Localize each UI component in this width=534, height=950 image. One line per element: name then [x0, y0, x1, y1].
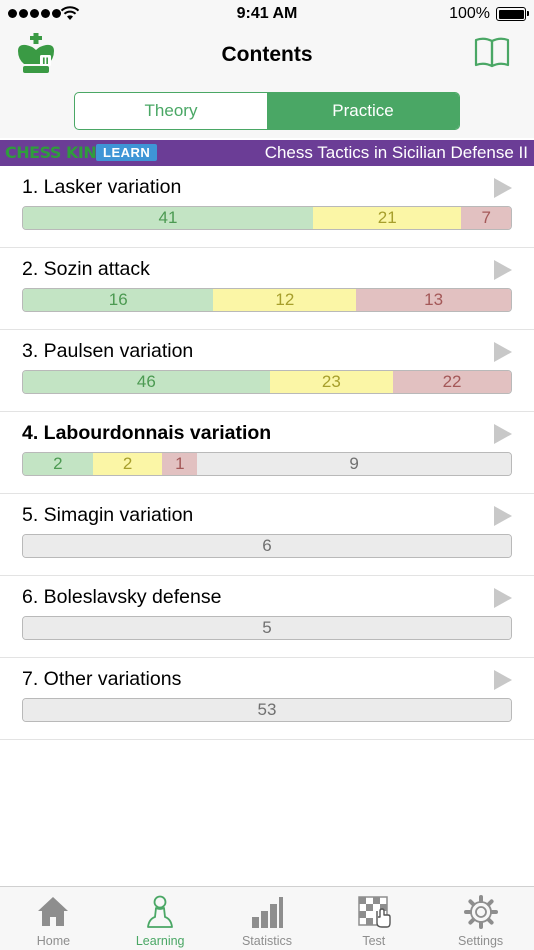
tab-label: Learning: [135, 934, 185, 948]
play-icon[interactable]: [494, 670, 512, 690]
chapter-title: 5. Simagin variation: [22, 504, 194, 526]
chapter-row[interactable]: 1. Lasker variation 41 21 7: [0, 166, 534, 248]
progress-bar: 2 2 1 9: [22, 452, 512, 476]
chapter-row[interactable]: 7. Other variations 53: [0, 658, 534, 740]
remaining-segment: 5: [23, 617, 511, 639]
solved-segment: 41: [23, 207, 313, 229]
chapter-row[interactable]: 4. Labourdonnais variation 2 2 1 9: [0, 412, 534, 494]
tab-label: Home: [36, 934, 71, 948]
pawn-icon: [147, 895, 174, 928]
tab-settings[interactable]: Settings: [427, 887, 534, 950]
svg-text:II: II: [42, 57, 49, 67]
tab-learning[interactable]: Learning: [107, 887, 214, 950]
wifi-icon: [60, 6, 80, 20]
progress-bar: 41 21 7: [22, 206, 512, 230]
play-icon[interactable]: [494, 178, 512, 198]
failed-segment: 7: [461, 207, 511, 229]
solved-segment: 46: [23, 371, 270, 393]
chapter-title: 6. Boleslavsky defense: [22, 586, 222, 608]
tab-home[interactable]: Home: [0, 887, 107, 950]
remaining-segment: 6: [23, 535, 511, 557]
progress-bar: 16 12 13: [22, 288, 512, 312]
failed-segment: 13: [356, 289, 511, 311]
status-time: 9:41 AM: [236, 5, 298, 22]
progress-bar: 6: [22, 534, 512, 558]
battery-icon: [496, 7, 529, 21]
segment-theory[interactable]: Theory: [144, 101, 198, 120]
chapter-title: 3. Paulsen variation: [22, 340, 194, 362]
chess-king-logo-icon[interactable]: II: [14, 33, 58, 77]
remaining-segment: 9: [197, 453, 511, 475]
remaining-segment: 53: [23, 699, 511, 721]
chapter-title: 4. Labourdonnais variation: [22, 422, 272, 444]
bar-chart-icon: [251, 897, 283, 928]
navigation-bar: II Contents Theory Practice: [0, 28, 534, 138]
play-icon[interactable]: [494, 588, 512, 608]
chapter-row[interactable]: 5. Simagin variation 6: [0, 494, 534, 576]
tab-label: Test: [362, 934, 386, 948]
progress-bar: 5: [22, 616, 512, 640]
tab-bar: Home Learning Statistics Test: [0, 886, 534, 950]
gear-icon: [463, 895, 498, 929]
chess-king-brand: CHESS KING: [5, 143, 109, 162]
chapter-title: 7. Other variations: [22, 668, 182, 690]
chapter-row[interactable]: 3. Paulsen variation 46 23 22: [0, 330, 534, 412]
chapter-row[interactable]: 2. Sozin attack 16 12 13: [0, 248, 534, 330]
partial-segment: 23: [269, 371, 394, 393]
tab-label: Settings: [457, 934, 504, 948]
test-board-icon: [358, 896, 391, 928]
partial-segment: 12: [213, 289, 357, 311]
home-icon: [38, 897, 69, 926]
course-title: Chess Tactics in Sicilian Defense II: [264, 143, 528, 162]
book-icon[interactable]: [474, 36, 510, 68]
chapter-title: 1. Lasker variation: [22, 176, 182, 198]
course-banner: CHESS KING LEARN Chess Tactics in Sicili…: [0, 140, 534, 166]
partial-segment: 21: [312, 207, 462, 229]
partial-segment: 2: [92, 453, 163, 475]
theory-practice-segmented-control: Theory Practice: [74, 92, 460, 130]
failed-segment: 1: [162, 453, 198, 475]
chapter-row[interactable]: 6. Boleslavsky defense 5: [0, 576, 534, 658]
play-icon[interactable]: [494, 260, 512, 280]
page-title: Contents: [221, 43, 313, 66]
tab-statistics[interactable]: Statistics: [214, 887, 321, 950]
signal-strength-icon: [8, 9, 61, 18]
play-icon[interactable]: [494, 342, 512, 362]
progress-bar: 46 23 22: [22, 370, 512, 394]
play-icon[interactable]: [494, 506, 512, 526]
failed-segment: 22: [393, 371, 511, 393]
progress-bar: 53: [22, 698, 512, 722]
chapter-list: 1. Lasker variation 41 21 7 2. Sozin att…: [0, 166, 534, 740]
solved-segment: 2: [23, 453, 93, 475]
solved-segment: 16: [23, 289, 214, 311]
tab-label: Statistics: [241, 934, 292, 948]
play-icon[interactable]: [494, 424, 512, 444]
chapter-title: 2. Sozin attack: [22, 258, 150, 280]
tab-test[interactable]: Test: [320, 887, 427, 950]
battery-percentage: 100%: [449, 5, 490, 22]
segment-practice[interactable]: Practice: [267, 93, 459, 129]
status-bar: 9:41 AM 100%: [0, 0, 534, 28]
learn-badge: LEARN: [96, 144, 158, 161]
